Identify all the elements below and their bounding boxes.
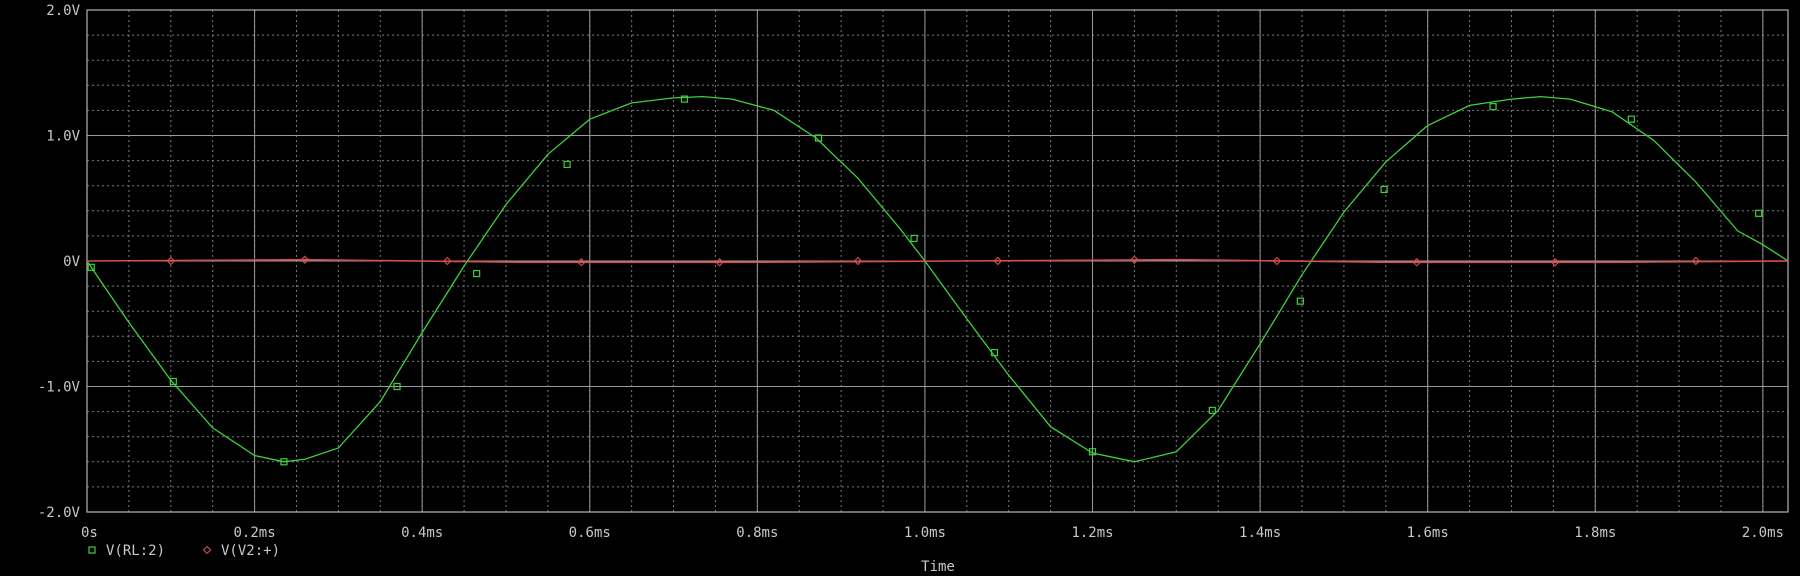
y-tick-label: 2.0V [46, 3, 80, 19]
legend: V(RL:2) V(V2:+) [88, 543, 280, 559]
data-point-marker [1296, 297, 1304, 305]
x-tick-label: 1.0ms [904, 525, 946, 541]
data-point-marker [563, 160, 571, 168]
data-point-marker [1691, 256, 1701, 266]
data-point-marker [1489, 103, 1497, 111]
data-point-marker [169, 377, 177, 386]
data-point-marker [910, 234, 918, 243]
data-point-marker [814, 134, 823, 142]
data-point-marker [1088, 448, 1097, 456]
y-tick-label: 1.0V [46, 129, 80, 145]
y-tick-label: -1.0V [38, 380, 81, 396]
data-point-marker [993, 256, 1003, 266]
series-line-v-v2 [86, 258, 1789, 264]
data-point-marker [715, 257, 724, 267]
data-point-marker [1208, 406, 1216, 414]
data-point-marker [577, 257, 586, 267]
legend-label: V(RL:2) [106, 543, 165, 559]
data-point-marker [1272, 256, 1282, 266]
legend-diamond-icon [202, 545, 212, 555]
data-point-marker [680, 95, 689, 103]
plot-traces [86, 95, 1789, 466]
data-point-marker [443, 256, 452, 266]
data-point-marker [990, 349, 999, 357]
y-tick-label: -2.0V [38, 505, 81, 521]
data-point-marker [1755, 209, 1763, 217]
data-point-marker [1380, 185, 1388, 194]
data-point-marker [1627, 115, 1635, 123]
x-tick-label: 1.4ms [1239, 525, 1281, 541]
data-point-marker [1130, 255, 1139, 265]
x-axis-title: Time [921, 559, 955, 575]
legend-label: V(V2:+) [221, 543, 280, 559]
data-point-marker [473, 269, 481, 278]
data-point-marker [1550, 257, 1560, 267]
x-tick-label: 0.6ms [569, 525, 611, 541]
x-tick-label: 1.8ms [1574, 525, 1616, 541]
x-tick-label: 0.4ms [401, 525, 443, 541]
x-tick-label: 1.2ms [1071, 525, 1113, 541]
data-point-marker [300, 255, 310, 265]
data-point-marker [393, 382, 401, 391]
data-point-marker [853, 256, 863, 266]
x-tick-label: 0.2ms [234, 525, 276, 541]
x-tick-label: 1.6ms [1407, 525, 1449, 541]
tick-labels: 0s 0.2ms 0.4ms 0.6ms 0.8ms 1.0ms 1.2ms 1.4ms 1.6… [38, 3, 1784, 541]
x-tick-label: 0s [81, 525, 98, 541]
data-point-marker [166, 256, 176, 266]
x-tick-label: 2.0ms [1742, 525, 1784, 541]
series-line-v-rl2 [86, 95, 1789, 463]
data-point-marker [87, 263, 95, 271]
data-point-marker [280, 458, 288, 466]
data-point-marker [1412, 257, 1422, 267]
y-tick-label: 0V [63, 254, 80, 270]
x-tick-label: 0.8ms [736, 525, 778, 541]
legend-square-icon [88, 546, 96, 554]
